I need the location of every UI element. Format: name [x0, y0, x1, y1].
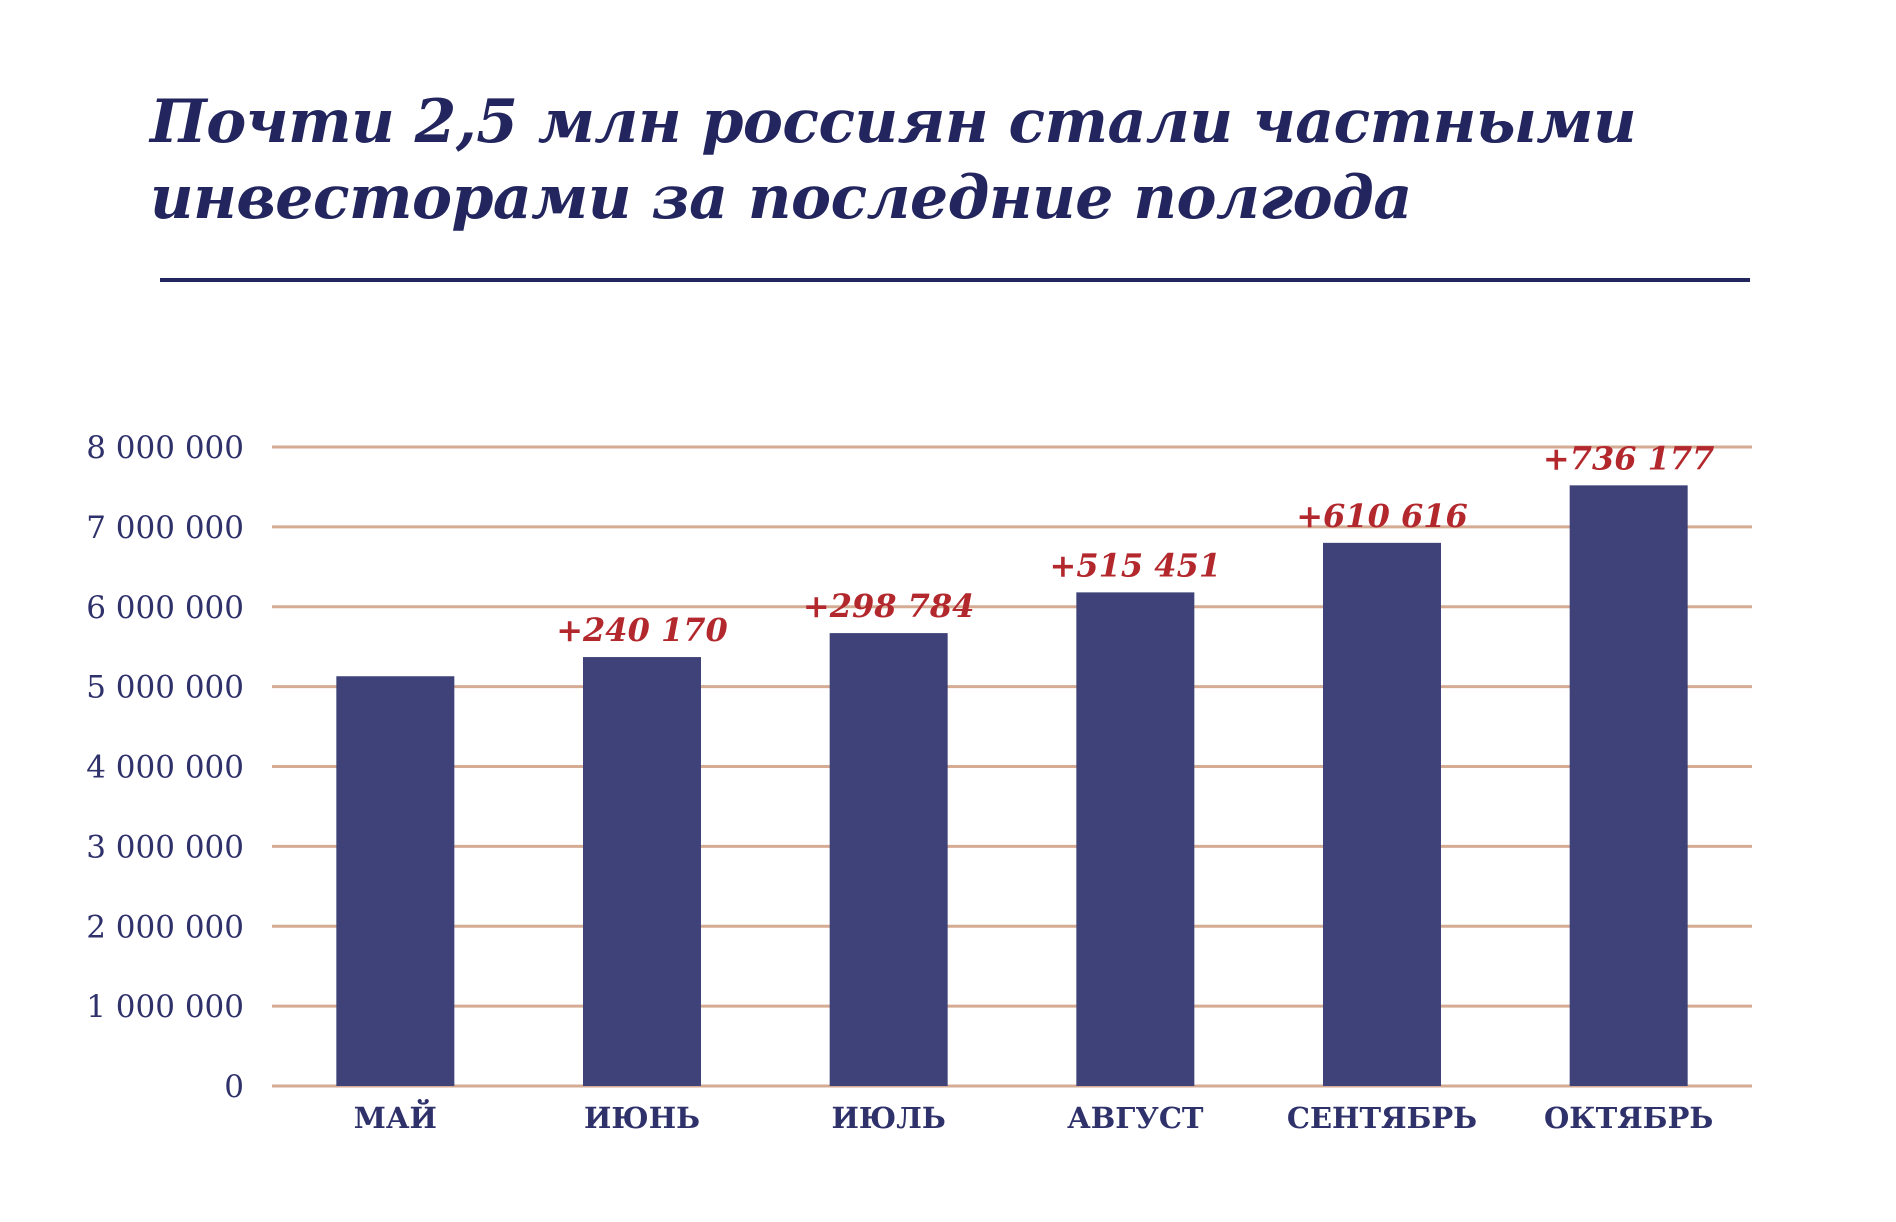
y-tick-label: 3 000 000 [86, 829, 244, 865]
data-label: +240 170 [556, 611, 728, 649]
y-tick-label: 2 000 000 [86, 909, 244, 945]
chart-title-line-2: инвесторами за последние полгода [150, 163, 1412, 233]
bar [829, 633, 948, 1086]
title-divider [160, 278, 1750, 282]
x-tick-label: ОКТЯБРЬ [1544, 1101, 1713, 1135]
y-tick-label: 8 000 000 [86, 430, 244, 466]
data-label: +610 616 [1296, 497, 1468, 535]
data-label: +736 177 [1543, 439, 1715, 477]
x-tick-label: АВГУСТ [1067, 1101, 1204, 1135]
x-tick-label: МАЙ [354, 1098, 437, 1135]
y-tick-label: 6 000 000 [86, 590, 244, 626]
data-label: +515 451 [1050, 546, 1222, 584]
data-label: +298 784 [803, 587, 975, 625]
y-tick-label: 7 000 000 [86, 510, 244, 546]
bar [1569, 485, 1688, 1087]
gridlines [272, 445, 1752, 1088]
bar [1323, 542, 1441, 1086]
bars [336, 485, 1688, 1087]
chart-title: Почти 2,5 млн россиян стали частными инв… [150, 84, 1750, 236]
y-tick-label: 5 000 000 [86, 670, 244, 706]
y-axis-tick-labels: 0 1 000 000 2 000 000 3 000 000 4 000 000 5 0… [86, 430, 244, 1105]
y-tick-label: 4 000 000 [86, 750, 244, 786]
bar [1076, 592, 1195, 1086]
chart-title-line-1: Почти 2,5 млн россиян стали частными [150, 87, 1637, 157]
x-tick-label: ИЮНЬ [584, 1101, 700, 1135]
y-tick-label: 1 000 000 [86, 989, 244, 1025]
x-tick-label: ИЮЛЬ [832, 1101, 946, 1135]
y-tick-label: 0 [224, 1069, 244, 1105]
bar [583, 657, 701, 1086]
x-axis-tick-labels: МАЙ ИЮНЬ ИЮЛЬ АВГУСТ СЕНТЯБРЬ ОКТЯБРЬ [354, 1098, 1714, 1135]
data-labels: +240 170 +298 784 +515 451 +610 616 +736 177 [556, 439, 1714, 649]
bar [336, 676, 455, 1086]
x-tick-label: СЕНТЯБРЬ [1287, 1101, 1477, 1135]
